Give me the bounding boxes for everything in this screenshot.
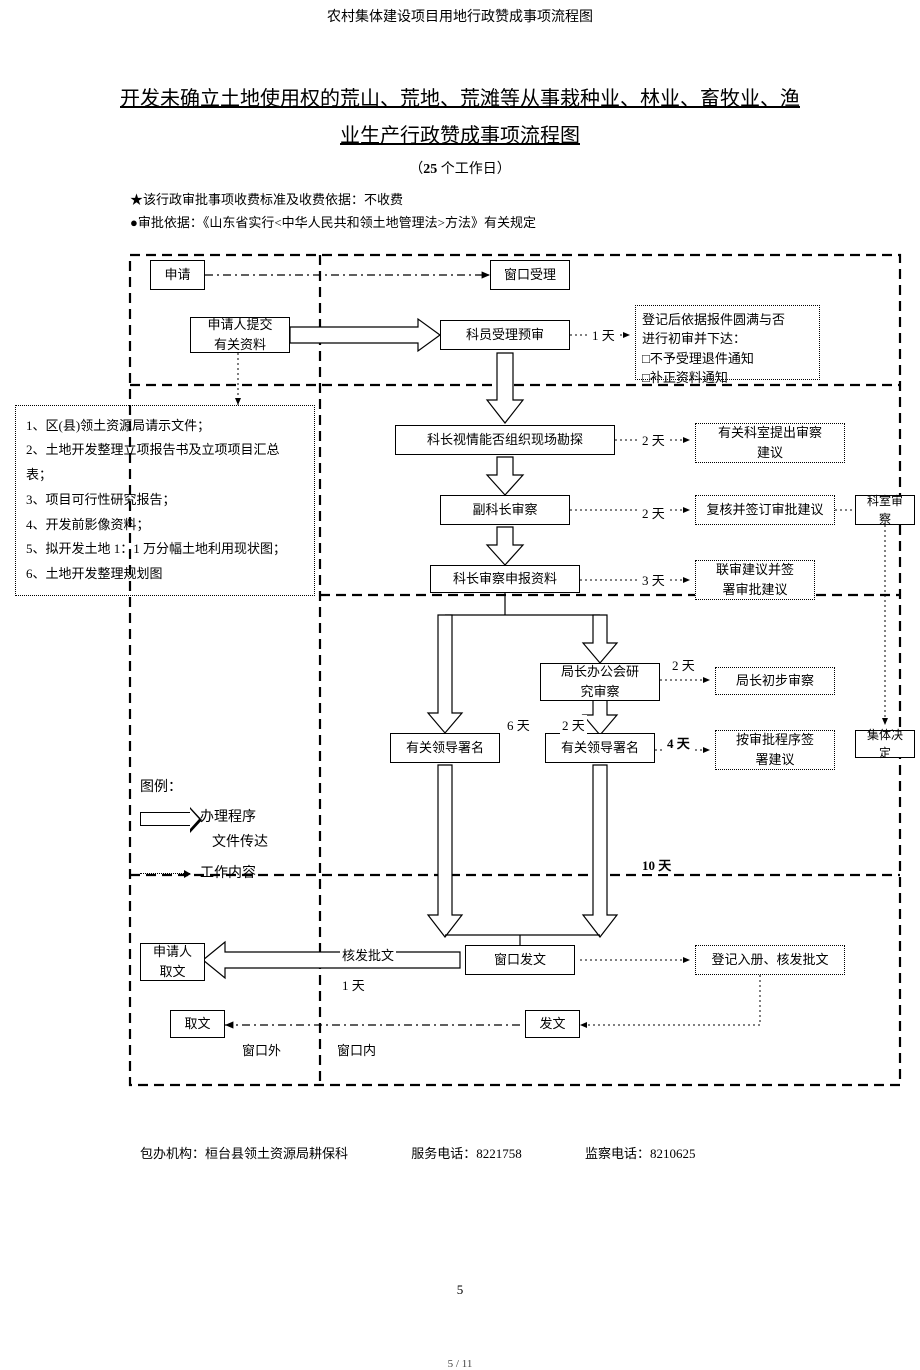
node-dept-suggest: 有关科室提出审察 建议	[695, 423, 845, 463]
footer-tel: 服务电话：8221758	[411, 1146, 522, 1161]
node-pickup: 申请人 取文	[140, 943, 205, 981]
node-recheck: 复核并签订审批建议	[695, 495, 835, 525]
title-line2: 业生产行政赞成事项流程图	[340, 119, 580, 148]
node-bureau-pre: 局长初步审察	[715, 667, 835, 695]
subtitle: （25 个工作日）	[0, 158, 920, 178]
node-register-note: 登记后依据报件圆满与否 进行初审并下达： □不予受理退件通知 □补正资料通知	[635, 305, 820, 380]
node-joint: 联审建议并签 署审批建议	[695, 560, 815, 600]
mat-6: 6、土地开发整理规划图	[26, 562, 304, 587]
page-fraction: 5 / 11	[0, 1358, 920, 1370]
page-number: 5	[0, 1282, 920, 1298]
node-bureau-meet: 局长办公会研 究审察	[540, 663, 660, 701]
node-preexam: 科员受理预审	[440, 320, 570, 350]
day-3: 3 天	[640, 570, 667, 589]
node-reg-issue: 登记入册、核发批文	[695, 945, 845, 975]
day-10: 10 天	[640, 855, 673, 874]
title-block: 开发未确立土地使用权的荒山、荒地、荒滩等从事栽种业、林业、畜牧业、渔 业生产行政…	[0, 82, 920, 178]
legend-title: 图例：	[140, 775, 268, 802]
node-submitter: 申请人提交 有关资料	[190, 317, 290, 353]
note-basis: ●审批依据：《山东省实行<中华人民共和领土地管理法>方法》有关规定	[130, 211, 920, 234]
footer-org: 包办机构：桓台县领土资源局耕保科	[140, 1146, 348, 1161]
notes: ★该行政审批事项收费标准及收费依据：不收费 ●审批依据：《山东省实行<中华人民共…	[130, 188, 920, 235]
day-6: 6 天	[505, 715, 532, 734]
day-2: 2 天	[640, 430, 667, 449]
materials-box: 1、区(县)领土资源局请示文件； 2、土地开发整理立项报告书及立项项目汇总表； …	[15, 405, 315, 596]
win-out: 窗口外	[240, 1040, 283, 1059]
day-4: 4 天	[665, 733, 692, 752]
legend-l1: 办理程序	[200, 805, 256, 832]
node-collective: 集体决定	[855, 730, 915, 758]
footer-info: 包办机构：桓台县领土资源局耕保科 服务电话：8221758 监察电话：82106…	[140, 1143, 920, 1162]
subtitle-prefix: （	[409, 162, 423, 177]
subtitle-suffix: 个工作日）	[437, 162, 511, 177]
day-2c: 2 天	[670, 655, 697, 674]
day-2b: 2 天	[640, 503, 667, 522]
legend-dot-arrow-icon	[140, 873, 190, 874]
mat-3: 3、项目可行性研究报告；	[26, 488, 304, 513]
legend-l2: 文件传达	[212, 830, 268, 857]
mat-2: 2、土地开发整理立项报告书及立项项目汇总表；	[26, 438, 304, 487]
node-leader-sign2: 有关领导署名	[545, 733, 655, 763]
footer-supv: 监察电话：8210625	[585, 1146, 696, 1161]
subtitle-days: 25	[423, 162, 437, 177]
node-apply: 申请	[150, 260, 205, 290]
mat-5: 5、拟开发土地 1：1 万分幅土地利用现状图；	[26, 537, 304, 562]
node-issue: 窗口发文	[465, 945, 575, 975]
node-program-sign: 按审批程序签 署建议	[715, 730, 835, 770]
win-in: 窗口内	[335, 1040, 378, 1059]
node-chief-mat: 科长审察申报资料	[430, 565, 580, 593]
note-fee: ★该行政审批事项收费标准及收费依据：不收费	[130, 188, 920, 211]
legend-hollow-arrow-icon	[140, 812, 190, 826]
node-accept: 窗口受理	[490, 260, 570, 290]
flowchart-canvas: 申请 申请人提交 有关资料 窗口受理 科员受理预审 登记后依据报件圆满与否 进行…	[0, 235, 920, 1135]
legend: 图例： 办理程序 文件传达 工作内容	[140, 775, 268, 887]
node-deputy: 副科长审察	[440, 495, 570, 525]
legend-l3: 工作内容	[200, 861, 256, 888]
day-1: 1 天	[590, 325, 617, 344]
mat-1: 1、区(县)领土资源局请示文件；	[26, 414, 304, 439]
title-line1: 开发未确立土地使用权的荒山、荒地、荒滩等从事栽种业、林业、畜牧业、渔	[0, 82, 920, 111]
day-1b: 1 天	[340, 975, 367, 994]
page-header: 农村集体建设项目用地行政赞成事项流程图	[0, 0, 920, 32]
approve-label: 核发批文	[340, 945, 396, 964]
day-2d: 2 天	[560, 715, 587, 734]
node-leader-sign1: 有关领导署名	[390, 733, 500, 763]
node-send: 发文	[525, 1010, 580, 1038]
node-survey: 科长视情能否组织现场勘探	[395, 425, 615, 455]
mat-4: 4、开发前影像资料；	[26, 513, 304, 538]
node-dept-review: 科室审察	[855, 495, 915, 525]
node-take: 取文	[170, 1010, 225, 1038]
